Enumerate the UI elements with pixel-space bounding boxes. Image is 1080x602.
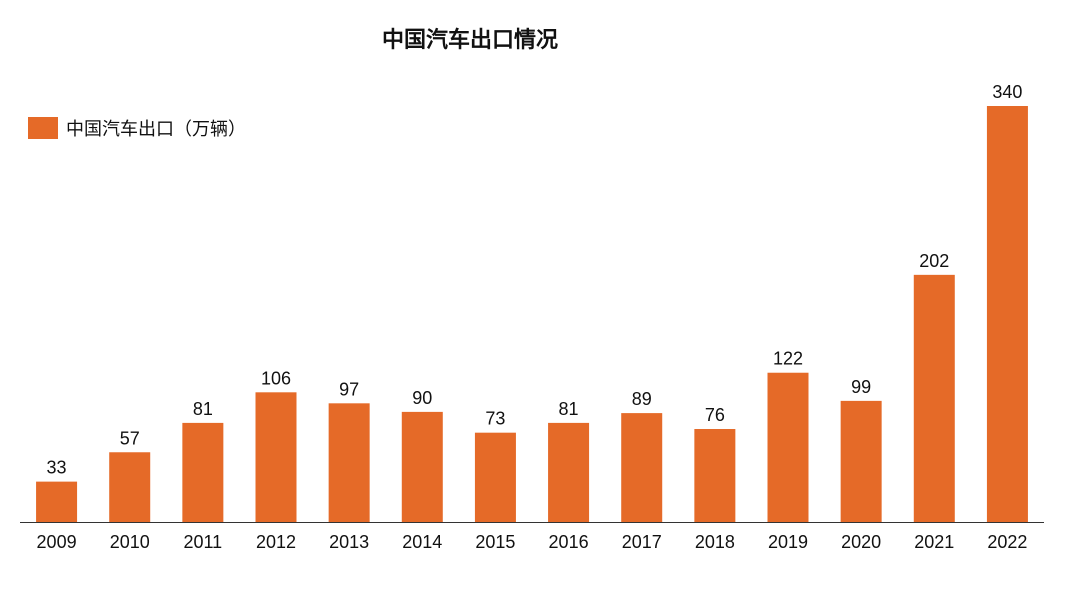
- bar-2009: [36, 481, 78, 522]
- x-tick-2013: 2013: [329, 532, 369, 552]
- value-labels-group: 33 57 81 106 97 90 73 81 89 76 122 99 202 340: [47, 82, 1023, 478]
- bar-2018: [694, 429, 736, 522]
- bar-2010: [109, 452, 151, 522]
- value-label-2012: 106: [261, 368, 291, 388]
- x-tick-labels-group: 2009 2010 2011 2012 2013 2014 2015 2016 2017 2018…: [37, 532, 1028, 552]
- x-tick-2011: 2011: [183, 532, 222, 552]
- bar-2015: [474, 432, 516, 522]
- value-label-2020: 99: [851, 377, 871, 397]
- bar-2014: [401, 411, 443, 522]
- x-tick-2019: 2019: [768, 532, 808, 552]
- bar-2011: [182, 422, 224, 522]
- bar-2021: [913, 274, 955, 522]
- value-label-2017: 89: [632, 389, 652, 409]
- value-label-2021: 202: [919, 251, 949, 271]
- x-tick-2021: 2021: [914, 532, 954, 552]
- legend-label: 中国汽车出口（万辆）: [66, 119, 246, 140]
- value-label-2015: 73: [485, 409, 505, 429]
- value-label-2018: 76: [705, 405, 725, 425]
- bar-2013: [328, 403, 370, 522]
- x-tick-2012: 2012: [256, 532, 296, 552]
- x-tick-2010: 2010: [110, 532, 150, 552]
- value-label-2016: 81: [559, 399, 579, 419]
- legend-swatch: [28, 117, 58, 139]
- bars-group: [36, 106, 1028, 522]
- x-tick-2018: 2018: [695, 532, 735, 552]
- x-tick-2016: 2016: [549, 532, 589, 552]
- bar-2017: [621, 413, 663, 522]
- bar-2012: [255, 392, 297, 522]
- legend: 中国汽车出口（万辆）: [28, 115, 246, 141]
- value-label-2013: 97: [339, 379, 359, 399]
- x-tick-2020: 2020: [841, 532, 881, 552]
- value-label-2009: 33: [47, 458, 67, 478]
- chart-title: 中国汽车出口情况: [381, 27, 558, 53]
- bar-2022: [986, 106, 1028, 522]
- value-label-2010: 57: [120, 428, 140, 448]
- bar-2020: [840, 400, 882, 522]
- value-label-2019: 122: [773, 349, 803, 369]
- value-label-2022: 340: [992, 82, 1022, 102]
- bar-2019: [767, 372, 809, 522]
- value-label-2014: 90: [412, 388, 432, 408]
- x-tick-2015: 2015: [475, 532, 515, 552]
- x-tick-2017: 2017: [622, 532, 662, 552]
- x-tick-2022: 2022: [987, 532, 1027, 552]
- bar-2016: [548, 422, 590, 522]
- x-tick-2014: 2014: [402, 532, 442, 552]
- x-tick-2009: 2009: [37, 532, 77, 552]
- value-label-2011: 81: [193, 399, 213, 419]
